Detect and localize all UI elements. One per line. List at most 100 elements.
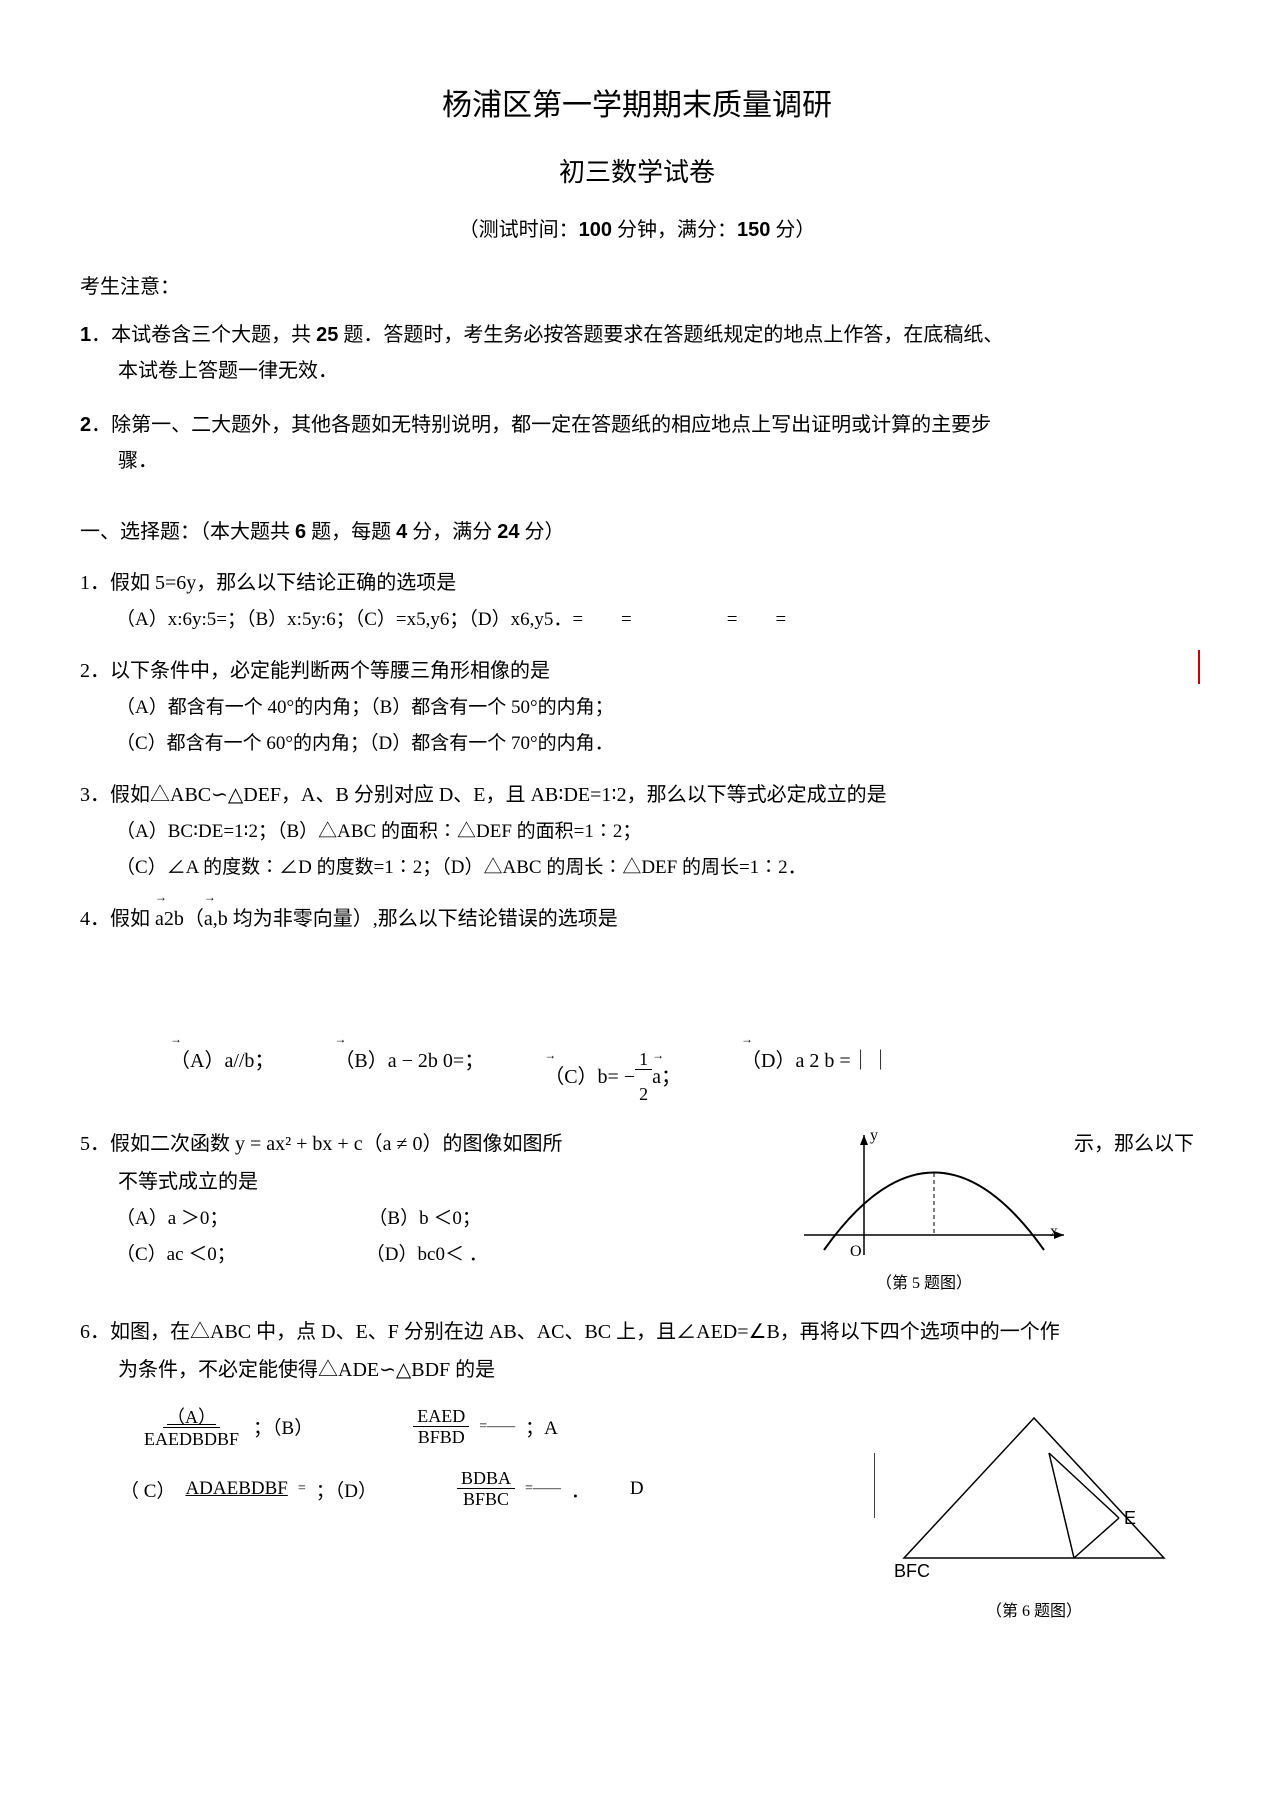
notice-2: 2．除第一、二大题外，其他各题如无特别说明，都一定在答题纸的相应地点上写出证明或… [80,407,1194,479]
q5-opt-b: （B）b ＜0； [368,1201,480,1237]
info-prefix: （测试时间： [459,219,579,241]
q4-opt-b: （B）a − 2b 0=； [334,1042,484,1080]
page-title: 杨浦区第一学期期末质量调研 [80,80,1194,124]
q4-options: （A）a//b； （B）a − 2b 0=； （C）b= − 12 a； （D）… [80,1042,1194,1110]
notice-heading: 考生注意： [80,270,1194,299]
q3-stem: 3．假如△ABC∽△DEF，A、B 分别对应 D、E，且 AB∶DE=1∶2，那… [80,776,1194,814]
blank-spacer [80,952,1194,1042]
q6-stem-a: 6．如图，在△ABC 中，点 D、E、F 分别在边 AB、AC、BC 上，且∠A… [80,1313,1194,1351]
q6-d-label: ；（D） [316,1476,377,1503]
q4-c-frac-b: 2 [635,1084,652,1104]
notice-1-num: 1 [80,324,91,346]
q4-opt-c-frac: 12 [635,1042,652,1110]
red-marker [1198,650,1200,684]
info-time: 100 [579,219,612,241]
q4-vec2: a,b [204,900,228,938]
q5-opt-a: （A）a ＞0； [116,1201,228,1237]
q6-a-frac-b: EAEDBDBF [140,1429,243,1449]
q6-b-frac-t: EAED [413,1406,469,1427]
notice-1-d: 本试卷上答题一律无效． [80,353,1194,389]
q6-b-label: ；（B） [253,1413,313,1440]
q6-e-label: E [1124,1508,1136,1529]
q6-figure: E BFC [874,1403,1194,1593]
q6-caption: （第 6 题图） [874,1597,1194,1621]
page-subtitle: 初三数学试卷 [80,152,1194,189]
question-6: 6．如图，在△ABC 中，点 D、E、F 分别在边 AB、AC、BC 上，且∠A… [80,1313,1194,1389]
q2-opt-ab: （A）都含有一个 40°的内角；（B）都含有一个 50°的内角； [80,690,1194,726]
q4-e: 均为非零向量）,那么以下结论错误的选项是 [228,908,618,930]
q5-opt-c: （C）ac ＜0； [116,1237,236,1273]
q5-caption: （第 5 题图） [774,1269,1074,1299]
s1-d: 4 [396,521,407,543]
q6-a-label: （A） [167,1407,216,1427]
s1-a: 一、选择题：（本大题共 [80,521,295,543]
question-3: 3．假如△ABC∽△DEF，A、B 分别对应 D、E，且 AB∶DE=1∶2，那… [80,776,1194,886]
q4-c-frac-t: 1 [635,1049,652,1070]
q4-opt-d: （D）a 2 b =｜｜ [741,1042,891,1080]
s1-f: 24 [497,521,519,543]
notice-2-a: ．除第一、二大题外，其他各题如无特别说明，都一定在答题纸的相应地点上写出证明或计… [91,414,991,436]
q4-opt-a-text: （A）a//b； [170,1042,274,1080]
s1-b: 6 [295,521,306,543]
q6-d-frac-b: BFBC [459,1489,513,1509]
question-1: 1．假如 5=6y，那么以下结论正确的选项是 （A）x:6y:5=；（B）x:5… [80,564,1194,638]
q6-opt-b: EAED BFBD [413,1406,469,1448]
parabola-icon [794,1125,1074,1265]
q6-opt-d: BDBA BFBC [457,1468,515,1510]
notice-1: 1．本试卷含三个大题，共 25 题．答题时，考生务必按答题要求在答题纸规定的地点… [80,317,1194,389]
q1-stem: 1．假如 5=6y，那么以下结论正确的选项是 [80,564,1194,602]
q5-stem-a: 5．假如二次函数 y = ax² + bx + c（a ≠ 0）的图像如图所 [80,1133,562,1155]
q5-stem-b: 示，那么以下 [1074,1125,1194,1163]
q6-d-side: D [630,1478,644,1500]
notice-1-a: ．本试卷含三个大题，共 [91,324,316,346]
info-score: 150 [737,219,770,241]
q6-d-frac-t: BDBA [457,1468,515,1489]
q6-b-frac-b: BFBD [414,1427,469,1447]
section-1-heading: 一、选择题：（本大题共 6 题，每题 4 分，满分 24 分） [80,515,1194,544]
q4-a: 4．假如 [80,908,155,930]
q4-opt-c-pre: （C）b= − [544,1058,635,1096]
q6-figure-wrap: E BFC （第 6 题图） [874,1403,1194,1621]
question-4: 4．假如 a2b（a,b 均为非零向量）,那么以下结论错误的选项是 [80,900,1194,938]
q6-options: （A） EAEDBDBF ；（B） EAED BFBD =—— ；A （ C） … [80,1403,874,1510]
q4-c: （ [184,908,204,930]
question-2: 2．以下条件中，必定能判断两个等腰三角形相像的是 （A）都含有一个 40°的内角… [80,652,1194,762]
notice-1-b: 25 [316,324,338,346]
info-suffix: 分） [770,219,815,241]
q4-opt-b-text: （B）a − 2b 0=； [334,1042,484,1080]
q1-opts: （A）x:6y:5=；（B）x:5y:6；（C）=x5,y6；（D）x6,y5．… [80,602,1194,638]
q5-o-label: O [850,1237,862,1267]
q4-opt-a: （A）a//b； [170,1042,274,1080]
q5-opt-d: （D）bc0＜ ． [366,1237,488,1273]
q5-text: 5．假如二次函数 y = ax² + bx + c（a ≠ 0）的图像如图所 不… [80,1125,774,1273]
q5-figure: y O x [794,1125,1074,1265]
q3-opt-ab: （A）BC∶DE=1∶2；（B）△ABC 的面积∶△DEF 的面积=1∶2； [80,814,1194,850]
q2-opt-cd: （C）都含有一个 60°的内角；（D）都含有一个 70°的内角． [80,726,1194,762]
q5-y-label: y [870,1121,878,1151]
q4-opt-c-post: a； [652,1058,681,1096]
triangle-icon [874,1403,1194,1573]
q6-c-pre: （ C） [120,1476,175,1503]
s1-g: 分） [520,521,565,543]
q6-c-text: ADAEBDBF [185,1478,287,1500]
notice-1-c: 题．答题时，考生务必按答题要求在答题纸规定的地点上作答，在底稿纸、 [338,324,1003,346]
s1-e: 分，满分 [407,521,497,543]
q5-x-label: x [1050,1217,1058,1247]
q5-stem-c: 不等式成立的是 [80,1163,774,1201]
q6-row: （A） EAEDBDBF ；（B） EAED BFBD =—— ；A （ C） … [80,1403,1194,1621]
q6-stem-b: 为条件，不必定能使得△ADE∽△BDF 的是 [80,1351,1194,1389]
s1-c: 题，每题 [306,521,396,543]
q6-b-label-fig: BFC [894,1561,930,1582]
test-info: （测试时间：100 分钟，满分：150 分） [80,213,1194,242]
q6-d-post: ． [571,1476,590,1503]
q2-stem: 2．以下条件中，必定能判断两个等腰三角形相像的是 [80,652,1194,690]
q6-opt-a: （A） EAEDBDBF [140,1403,243,1450]
q4-vec1: a2b [155,900,184,938]
notice-2-num: 2 [80,414,91,436]
question-5: 5．假如二次函数 y = ax² + bx + c（a ≠ 0）的图像如图所 不… [80,1125,1194,1299]
q4-opt-d-text: （D）a 2 b =｜｜ [741,1042,891,1080]
notice-2-b: 骤． [80,443,1194,479]
info-mid: 分钟，满分： [612,219,737,241]
q6-b-post: ；A [525,1413,558,1440]
q3-opt-cd: （C）∠A 的度数∶∠D 的度数=1∶2；（D）△ABC 的周长∶△DEF 的周… [80,850,1194,886]
